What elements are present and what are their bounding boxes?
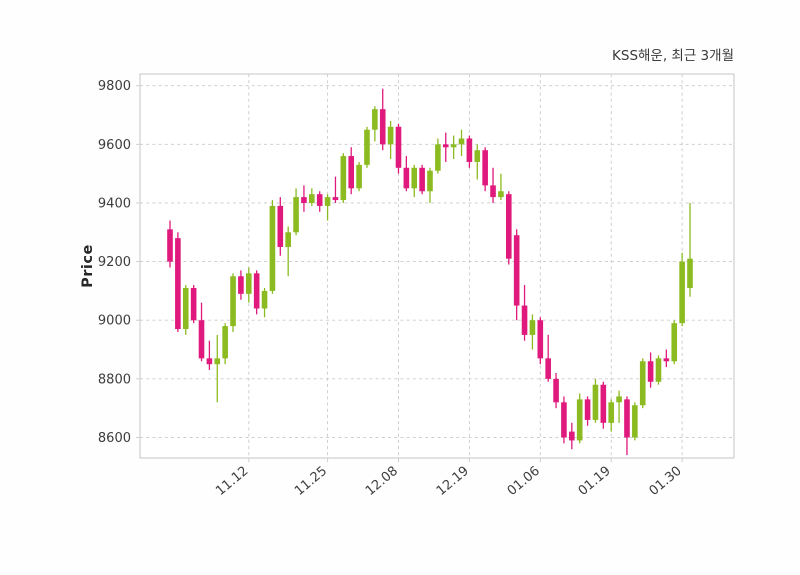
candle-up <box>261 290 268 309</box>
candle-up <box>592 384 599 420</box>
candle-down <box>198 320 205 359</box>
candle-down <box>647 361 654 382</box>
candle-down <box>521 305 528 335</box>
y-tick-label: 9000 <box>98 314 131 329</box>
y-tick-label: 9400 <box>98 196 131 211</box>
candle-up <box>182 287 189 330</box>
candle-up <box>364 129 370 165</box>
candle-down <box>403 167 410 189</box>
candle-up <box>285 232 291 247</box>
y-tick-label: 8600 <box>98 431 131 446</box>
y-tick-label: 9200 <box>98 255 131 270</box>
candle-down <box>316 194 323 206</box>
candle-down <box>332 197 339 201</box>
candle-down <box>561 402 567 438</box>
candle-up <box>679 261 685 324</box>
y-tick-label: 8800 <box>98 372 131 387</box>
candle-down <box>190 287 197 321</box>
candle-down <box>490 185 496 198</box>
candle-down <box>663 358 670 362</box>
candle-down <box>175 238 181 330</box>
candle-down <box>238 276 244 294</box>
candle-down <box>466 138 473 162</box>
candle-up <box>214 358 221 365</box>
x-tick-label: 01.30 <box>647 464 685 499</box>
candle-up <box>372 109 378 130</box>
candle-up <box>616 396 622 403</box>
candle-up <box>632 405 638 438</box>
candle-up <box>427 170 433 192</box>
x-tick-label: 01.19 <box>576 464 614 499</box>
candle-down <box>537 320 544 359</box>
candle-down <box>206 358 213 365</box>
candle-up <box>450 144 457 148</box>
candle-down <box>442 144 449 148</box>
candle-up <box>687 258 693 288</box>
y-axis-label: Price <box>80 244 96 288</box>
plot-border <box>139 73 735 459</box>
candle-down <box>600 384 607 423</box>
candle-down <box>277 205 284 247</box>
candle-up <box>498 191 504 198</box>
candle-down <box>545 358 551 379</box>
chart-title: KSS해운, 최근 3개월 <box>612 48 734 64</box>
candle-up <box>222 326 228 359</box>
candle-up <box>529 320 536 335</box>
candle-down <box>167 229 173 262</box>
candle-down <box>301 197 307 203</box>
candle-up <box>474 150 481 162</box>
candle-up <box>340 156 347 201</box>
candle-up <box>309 194 315 203</box>
candle-up <box>576 399 583 441</box>
candle-up <box>387 126 394 145</box>
candle-up <box>671 323 678 362</box>
y-tick-label: 9800 <box>98 79 131 94</box>
candle-up <box>435 144 441 171</box>
x-tick-label: 01.06 <box>505 464 543 499</box>
x-tick-label: 12.19 <box>434 464 472 499</box>
candle-up <box>324 197 331 206</box>
candle-down <box>513 235 520 306</box>
x-tick-label: 11.25 <box>292 464 330 499</box>
y-tick-label: 9600 <box>98 138 131 153</box>
candle-down <box>584 399 591 420</box>
candle-down <box>624 399 630 438</box>
x-tick-label: 12.08 <box>363 464 401 499</box>
candle-down <box>419 167 425 192</box>
candle-up <box>639 361 646 406</box>
candle-up <box>411 167 418 189</box>
candle-down <box>553 378 559 403</box>
candle-up <box>608 402 615 423</box>
candle-up <box>230 276 236 327</box>
candle-up <box>655 358 662 382</box>
candle-up <box>356 164 362 189</box>
candle-up <box>293 197 299 233</box>
candle-down <box>482 150 488 186</box>
candle-down <box>569 431 575 441</box>
candle-down <box>379 109 386 145</box>
candle-down <box>348 156 355 189</box>
candle-up <box>245 273 252 294</box>
candle-up <box>269 205 276 291</box>
candle-down <box>505 194 512 259</box>
candle-down <box>395 126 402 168</box>
candle-up <box>458 138 465 145</box>
plot-area <box>140 74 734 458</box>
x-tick-label: 11.12 <box>213 464 251 499</box>
candle-down <box>253 273 260 309</box>
